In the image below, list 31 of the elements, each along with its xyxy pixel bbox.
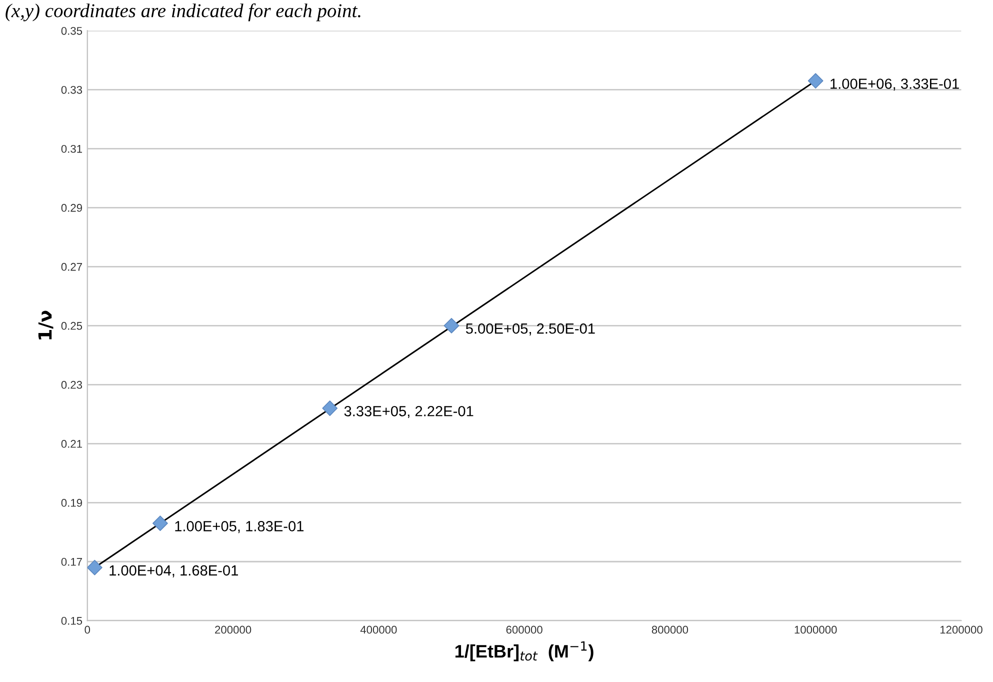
- x-tick-label: 1000000: [794, 626, 837, 634]
- point: [808, 73, 824, 89]
- y-tick-label: 0.31: [61, 144, 82, 153]
- text: (x,y) coordinates are indicated for each point.: [6, 3, 360, 22]
- data-label: 5.00E+05, 2.50E-01: [466, 323, 595, 336]
- x-tick-label: 600000: [506, 626, 542, 634]
- data-label: 1.00E+04, 1.68E-01: [110, 565, 238, 578]
- data-label: 1.00E+06, 3.33E-01: [830, 78, 959, 91]
- x-tick-label: 1200000: [940, 626, 982, 634]
- y-tick-label: 0.33: [61, 86, 82, 94]
- point: [152, 516, 168, 531]
- point: [87, 560, 102, 576]
- y-tick-label: 0.29: [61, 204, 82, 212]
- y-axis-title: 1/ν: [38, 310, 54, 340]
- y-tick-label: 0.17: [61, 558, 82, 566]
- y-tick-label: 0.15: [61, 616, 82, 625]
- x-tick-label: 200000: [215, 626, 252, 634]
- point: [322, 400, 338, 416]
- x-tick-label: 400000: [360, 626, 397, 634]
- point: [444, 318, 460, 334]
- x-tick-label: 0: [84, 626, 90, 634]
- data-label: 3.33E+05, 2.22E-01: [344, 406, 474, 418]
- y-tick-label: 0.25: [61, 322, 82, 330]
- y-tick-label: 0.35: [61, 26, 82, 35]
- x-axis-title: 1/[EtBr]$_{tot}$ (M$^{−1}$): [455, 641, 594, 662]
- x-tick-label: 800000: [652, 626, 688, 634]
- data-label: 1.00E+05, 1.83E-01: [175, 521, 304, 534]
- y-tick-label: 0.21: [61, 440, 82, 448]
- y-tick-label: 0.27: [61, 262, 82, 271]
- y-tick-label: 0.19: [61, 498, 82, 507]
- y-tick-label: 0.23: [61, 380, 82, 389]
